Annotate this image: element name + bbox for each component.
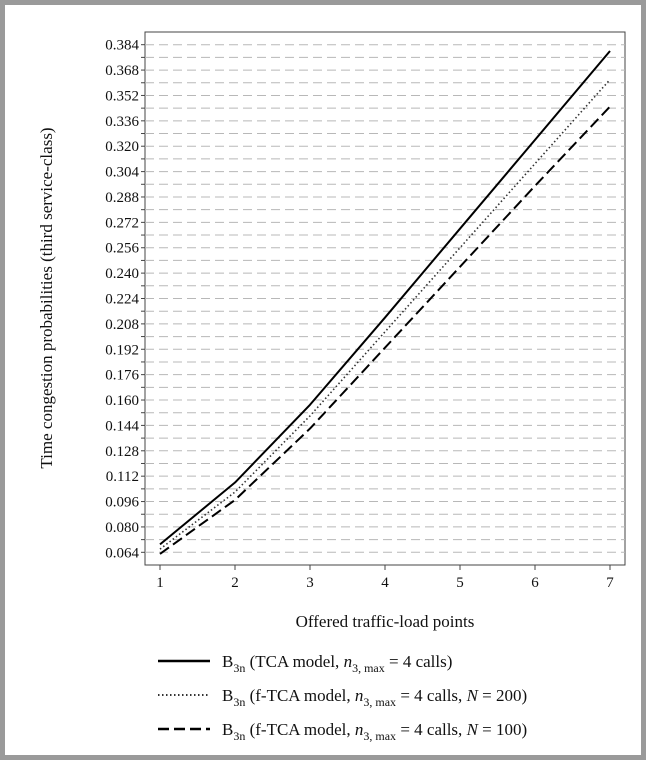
y-tick-label: 0.304 <box>105 165 139 181</box>
grid-lines <box>145 44 625 553</box>
y-tick-label: 0.272 <box>105 215 139 231</box>
x-tick-label: 5 <box>456 575 464 591</box>
y-tick-label: 0.288 <box>105 190 139 206</box>
x-tick-label: 1 <box>156 575 164 591</box>
x-tick-label: 3 <box>306 575 314 591</box>
y-tick-label: 0.208 <box>105 317 139 333</box>
legend-entry-3: B3n (f-TCA model, n3, max = 4 calls, N =… <box>222 720 527 743</box>
x-axis: 1 2 3 4 5 6 7 <box>156 565 614 591</box>
y-tick-label: 0.336 <box>105 114 139 130</box>
y-tick-label: 0.224 <box>105 292 139 308</box>
x-tick-label: 6 <box>531 575 539 591</box>
y-tick-label: 0.352 <box>105 88 139 104</box>
legend: B3n (TCA model, n3, max = 4 calls) B3n (f… <box>158 652 527 743</box>
x-axis-title: Offered traffic-load points <box>296 612 475 631</box>
y-axis: 0.064 0.080 0.096 0.112 0.128 0.144 0.160 0.176… <box>105 38 145 561</box>
x-tick-label: 2 <box>231 575 239 591</box>
legend-entry-1: B3n (TCA model, n3, max = 4 calls) <box>222 652 452 675</box>
y-tick-label: 0.368 <box>105 63 139 79</box>
series-line-3 <box>159 105 611 555</box>
y-tick-label: 0.064 <box>105 545 139 561</box>
series-lines <box>159 50 611 555</box>
y-tick-label: 0.160 <box>105 393 139 409</box>
y-tick-label: 0.128 <box>105 444 139 460</box>
y-tick-label: 0.096 <box>105 495 139 511</box>
x-tick-label: 4 <box>381 575 389 591</box>
y-tick-label: 0.176 <box>105 368 139 384</box>
y-tick-label: 0.240 <box>105 266 139 282</box>
x-tick-label: 7 <box>606 575 614 591</box>
y-tick-label: 0.192 <box>105 342 139 358</box>
y-tick-label: 0.256 <box>105 241 139 257</box>
y-tick-label: 0.080 <box>105 520 139 536</box>
y-tick-label: 0.112 <box>106 469 139 485</box>
series-line-1 <box>159 50 611 546</box>
y-tick-label: 0.144 <box>105 418 139 434</box>
y-tick-label: 0.320 <box>105 139 139 155</box>
y-tick-label: 0.384 <box>105 38 139 54</box>
y-axis-title: Time congestion probabilities (third ser… <box>37 127 56 468</box>
legend-entry-2: B3n (f-TCA model, n3, max = 4 calls, N =… <box>222 686 527 709</box>
